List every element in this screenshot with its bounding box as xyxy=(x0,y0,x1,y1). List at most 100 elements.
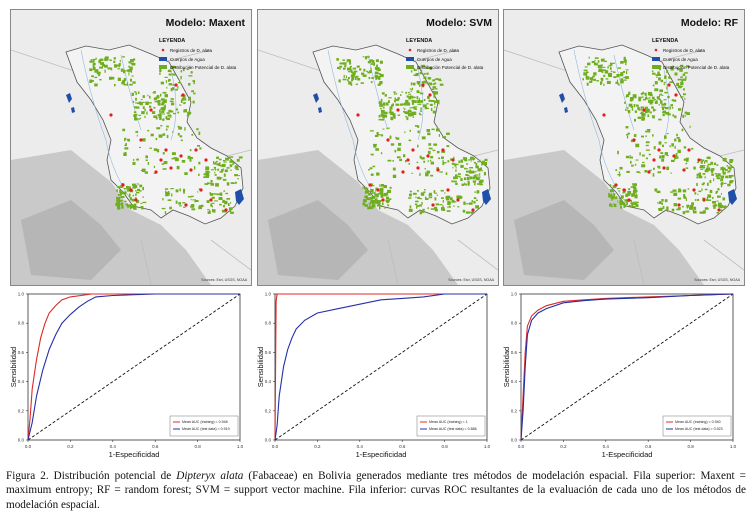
relief-shading xyxy=(514,200,614,280)
legend-water-swatch xyxy=(159,57,167,61)
legend-item: Registros de D. alata xyxy=(663,48,706,53)
distribution-patches xyxy=(582,56,734,215)
x-axis-label: 1-Especificidad xyxy=(356,450,407,459)
roc-curve-series-1 xyxy=(520,293,734,441)
caption-suffix: (Fabaceae) en Bolivia generados mediante… xyxy=(6,470,746,511)
y-tick-label: 0.4 xyxy=(511,379,518,384)
roc-legend-label: Mean AUC (test data) = 0.923 xyxy=(675,427,723,431)
river-lines xyxy=(80,49,177,201)
y-axis-label: Sensibilidad xyxy=(10,347,18,387)
relief-shading xyxy=(268,200,368,280)
map-panel-maxent: Modelo: Maxent LEYENDA Registros de D. ala… xyxy=(10,9,252,286)
y-tick-label: 0.8 xyxy=(511,321,518,326)
map-source: Sources: Esri, USGS, NOAA xyxy=(694,278,740,282)
y-tick-label: 0.2 xyxy=(265,408,272,413)
legend-record-swatch xyxy=(654,48,658,52)
x-tick-label: 0.0 xyxy=(272,444,279,449)
roc-legend-label: Mean AUC (training) = 0.948 xyxy=(182,420,228,424)
y-tick-label: 0.6 xyxy=(18,350,25,355)
caption-species: Dipteryx alata xyxy=(176,470,244,482)
roc-curve-series-2 xyxy=(27,293,240,441)
x-tick-label: 0.2 xyxy=(314,444,321,449)
x-tick-label: 0.2 xyxy=(560,444,567,449)
x-tick-label: 0.6 xyxy=(399,444,406,449)
legend-title: LEYENDA xyxy=(652,38,678,44)
map-legend: LEYENDA Registros de D. alata Cuerpos de A… xyxy=(406,38,484,70)
roc-panel-svm: 0.0 0.2 0.4 0.6 0.8 1.0 0.0 0.2 0.4 0.6 0.8 1.0 1-Es… xyxy=(257,286,497,460)
roc-curve-series-1 xyxy=(274,293,487,441)
y-tick-label: 0.2 xyxy=(18,408,25,413)
roc-legend-label: Mean AUC (training) = 1 xyxy=(429,420,468,424)
legend-item: Registros de D. alata xyxy=(417,48,460,53)
roc-curve-series-1 xyxy=(27,293,240,441)
legend-item: Cuerpos de Agua xyxy=(417,57,452,62)
y-tick-label: 1.0 xyxy=(511,292,518,297)
y-tick-label: 0.0 xyxy=(18,438,25,443)
roc-panel-rf: 0.0 0.2 0.4 0.6 0.8 1.0 0.0 0.2 0.4 0.6 0.8 1.0 1-Es… xyxy=(503,286,743,460)
roc-chart-rf: 0.0 0.2 0.4 0.6 0.8 1.0 0.0 0.2 0.4 0.6 0.8 1.0 1-Es… xyxy=(503,292,737,460)
roc-legend-label: Mean AUC (test data) = 0.886 xyxy=(429,427,477,431)
map-title: Modelo: Maxent xyxy=(166,17,246,29)
distribution-patches xyxy=(336,56,488,215)
roc-chart-maxent: 0.0 0.2 0.4 0.6 0.8 1.0 0.0 0.2 0.4 0.6 0.8 1.0 1-Es… xyxy=(10,292,244,460)
legend-item: Distribución Potencial de D. alata xyxy=(663,65,730,70)
x-tick-label: 1.0 xyxy=(237,444,244,449)
map-legend: LEYENDA Registros de D. alata Cuerpos de A… xyxy=(159,38,237,70)
x-axis-label: 1-Especificidad xyxy=(602,450,653,459)
legend-distribution-swatch xyxy=(652,65,660,69)
map-rf: Modelo: RF LEYENDA Registros de D. alata Cu… xyxy=(504,10,744,285)
map-panel-rf: Modelo: RF LEYENDA Registros de D. alata Cu… xyxy=(503,9,745,286)
roc-curve-series-2 xyxy=(274,293,487,441)
y-tick-label: 1.0 xyxy=(265,292,272,297)
record-points xyxy=(109,83,228,212)
record-points xyxy=(356,83,475,212)
record-points xyxy=(602,83,721,212)
caption-prefix: Figura 2. Distribución potencial de xyxy=(6,470,177,482)
x-tick-label: 0.4 xyxy=(603,444,610,449)
roc-legend-label: Mean AUC (training) = 0.940 xyxy=(675,420,721,424)
map-svm: Modelo: SVM LEYENDA Registros de D. alata C… xyxy=(258,10,498,285)
y-tick-label: 0.4 xyxy=(265,379,272,384)
roc-panel-maxent: 0.0 0.2 0.4 0.6 0.8 1.0 0.0 0.2 0.4 0.6 0.8 1.0 1-Es… xyxy=(10,286,250,460)
y-tick-label: 0.8 xyxy=(265,321,272,326)
map-panel-svm: Modelo: SVM LEYENDA Registros de D. alata C… xyxy=(257,9,499,286)
x-axis-label: 1-Especificidad xyxy=(109,450,160,459)
legend-record-swatch xyxy=(161,48,165,52)
legend-record-swatch xyxy=(408,48,412,52)
x-tick-label: 0.4 xyxy=(110,444,117,449)
legend-distribution-swatch xyxy=(159,65,167,69)
legend-title: LEYENDA xyxy=(406,38,432,44)
map-title: Modelo: RF xyxy=(681,17,739,29)
legend-distribution-swatch xyxy=(406,65,414,69)
roc-legend xyxy=(169,415,239,437)
y-axis-label: Sensibilidad xyxy=(503,347,511,387)
roc-legend-label: Mean AUC (test data) = 0.919 xyxy=(182,427,230,431)
legend-item: Distribución Potencial de D. alata xyxy=(417,65,484,70)
x-tick-label: 0.6 xyxy=(152,444,159,449)
legend-water-swatch xyxy=(406,57,414,61)
figure-caption: Figura 2. Distribución potencial de Dipt… xyxy=(6,469,746,512)
legend-title: LEYENDA xyxy=(159,38,185,44)
y-tick-label: 0.0 xyxy=(265,438,272,443)
y-axis-label: Sensibilidad xyxy=(257,347,265,387)
legend-item: Distribución Potencial de D. alata xyxy=(170,65,237,70)
chance-diagonal xyxy=(274,293,488,441)
roc-legend xyxy=(662,415,732,437)
y-tick-label: 0.6 xyxy=(511,350,518,355)
y-tick-label: 0.2 xyxy=(511,408,518,413)
x-tick-label: 0.8 xyxy=(194,444,201,449)
plot-frame xyxy=(27,293,241,441)
x-tick-label: 1.0 xyxy=(484,444,491,449)
roc-chart-svm: 0.0 0.2 0.4 0.6 0.8 1.0 0.0 0.2 0.4 0.6 0.8 1.0 1-Es… xyxy=(257,292,491,460)
x-tick-label: 0.2 xyxy=(67,444,74,449)
map-source: Sources: Esri, USGS, NOAA xyxy=(448,278,494,282)
legend-water-swatch xyxy=(652,57,660,61)
x-tick-label: 0.8 xyxy=(687,444,694,449)
x-tick-label: 0.8 xyxy=(441,444,448,449)
chance-diagonal xyxy=(27,293,241,441)
legend-item: Cuerpos de Agua xyxy=(170,57,205,62)
x-tick-label: 0.4 xyxy=(357,444,364,449)
map-source: Sources: Esri, USGS, NOAA xyxy=(201,278,247,282)
x-tick-label: 0.6 xyxy=(645,444,652,449)
chance-diagonal xyxy=(520,293,734,441)
